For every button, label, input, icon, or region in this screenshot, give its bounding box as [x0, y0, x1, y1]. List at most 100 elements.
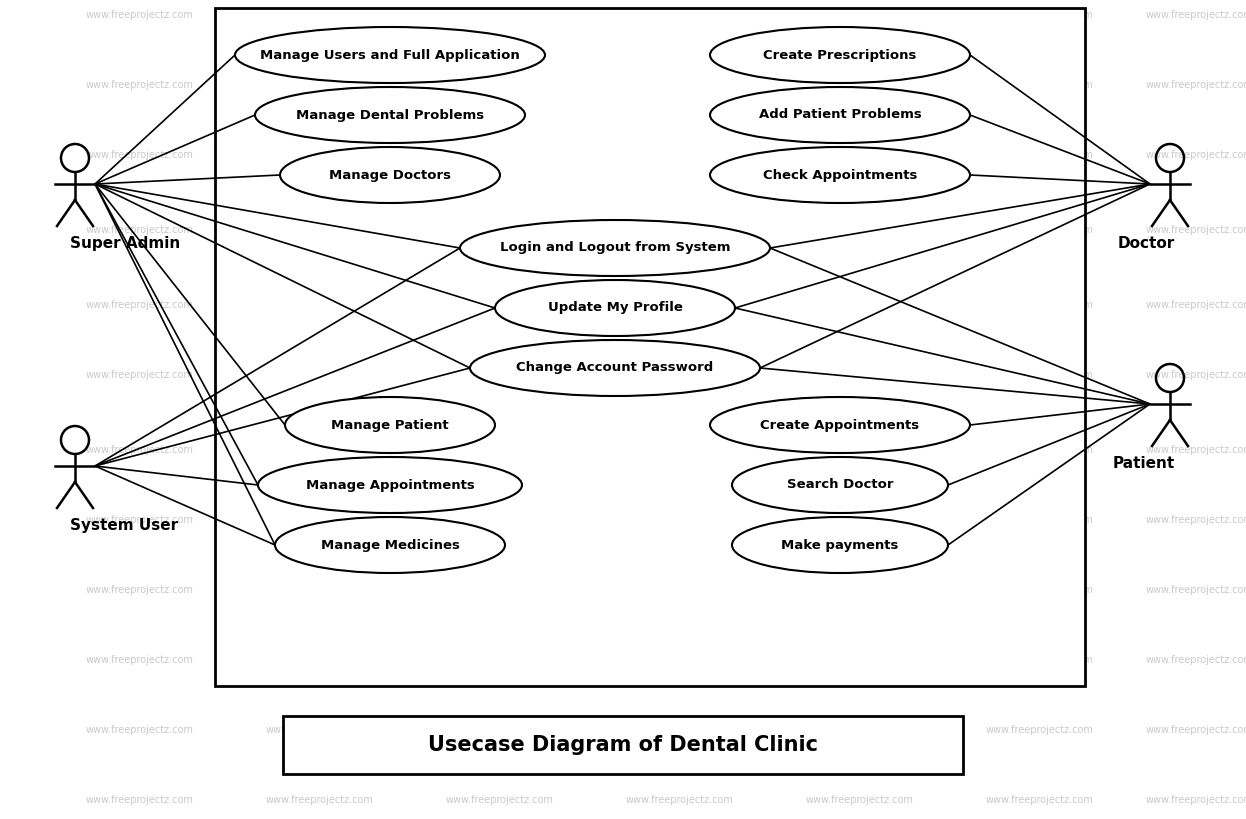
Ellipse shape — [460, 220, 770, 276]
Bar — [216, 8, 1085, 686]
Text: www.freeprojectz.com: www.freeprojectz.com — [86, 225, 194, 235]
Text: www.freeprojectz.com: www.freeprojectz.com — [1146, 725, 1246, 735]
Text: www.freeprojectz.com: www.freeprojectz.com — [86, 585, 194, 595]
Text: www.freeprojectz.com: www.freeprojectz.com — [986, 655, 1094, 665]
Text: www.freeprojectz.com: www.freeprojectz.com — [625, 445, 734, 455]
Text: www.freeprojectz.com: www.freeprojectz.com — [625, 300, 734, 310]
Text: www.freeprojectz.com: www.freeprojectz.com — [446, 795, 554, 805]
Text: www.freeprojectz.com: www.freeprojectz.com — [1146, 585, 1246, 595]
Text: www.freeprojectz.com: www.freeprojectz.com — [446, 585, 554, 595]
Text: Manage Doctors: Manage Doctors — [329, 169, 451, 182]
Text: www.freeprojectz.com: www.freeprojectz.com — [446, 300, 554, 310]
Text: www.freeprojectz.com: www.freeprojectz.com — [86, 10, 194, 20]
Text: www.freeprojectz.com: www.freeprojectz.com — [986, 795, 1094, 805]
Ellipse shape — [255, 87, 525, 143]
Text: www.freeprojectz.com: www.freeprojectz.com — [267, 655, 374, 665]
Text: Manage Medicines: Manage Medicines — [320, 539, 460, 551]
Text: Login and Logout from System: Login and Logout from System — [500, 242, 730, 255]
Text: www.freeprojectz.com: www.freeprojectz.com — [986, 445, 1094, 455]
Text: www.freeprojectz.com: www.freeprojectz.com — [806, 10, 913, 20]
Text: www.freeprojectz.com: www.freeprojectz.com — [806, 515, 913, 525]
Text: www.freeprojectz.com: www.freeprojectz.com — [267, 80, 374, 90]
Text: www.freeprojectz.com: www.freeprojectz.com — [267, 725, 374, 735]
Text: www.freeprojectz.com: www.freeprojectz.com — [267, 300, 374, 310]
Text: www.freeprojectz.com: www.freeprojectz.com — [267, 795, 374, 805]
Text: www.freeprojectz.com: www.freeprojectz.com — [806, 795, 913, 805]
Text: www.freeprojectz.com: www.freeprojectz.com — [446, 370, 554, 380]
Text: www.freeprojectz.com: www.freeprojectz.com — [806, 655, 913, 665]
Text: www.freeprojectz.com: www.freeprojectz.com — [806, 300, 913, 310]
Text: Update My Profile: Update My Profile — [547, 301, 683, 314]
Text: www.freeprojectz.com: www.freeprojectz.com — [1146, 10, 1246, 20]
Bar — [283, 716, 963, 774]
Text: www.freeprojectz.com: www.freeprojectz.com — [446, 225, 554, 235]
Ellipse shape — [710, 397, 969, 453]
Ellipse shape — [275, 517, 505, 573]
Ellipse shape — [258, 457, 522, 513]
Text: www.freeprojectz.com: www.freeprojectz.com — [625, 225, 734, 235]
Ellipse shape — [731, 517, 948, 573]
Text: www.freeprojectz.com: www.freeprojectz.com — [625, 725, 734, 735]
Text: www.freeprojectz.com: www.freeprojectz.com — [806, 585, 913, 595]
Text: Create Appointments: Create Appointments — [760, 419, 920, 432]
Text: Change Account Password: Change Account Password — [516, 361, 714, 374]
Text: Add Patient Problems: Add Patient Problems — [759, 108, 921, 121]
Ellipse shape — [495, 280, 735, 336]
Ellipse shape — [731, 457, 948, 513]
Text: www.freeprojectz.com: www.freeprojectz.com — [446, 515, 554, 525]
Text: www.freeprojectz.com: www.freeprojectz.com — [1146, 225, 1246, 235]
Text: www.freeprojectz.com: www.freeprojectz.com — [1146, 445, 1246, 455]
Text: www.freeprojectz.com: www.freeprojectz.com — [625, 795, 734, 805]
Text: www.freeprojectz.com: www.freeprojectz.com — [86, 725, 194, 735]
Text: www.freeprojectz.com: www.freeprojectz.com — [986, 300, 1094, 310]
Text: www.freeprojectz.com: www.freeprojectz.com — [267, 515, 374, 525]
Text: www.freeprojectz.com: www.freeprojectz.com — [86, 795, 194, 805]
Text: Create Prescriptions: Create Prescriptions — [764, 48, 917, 61]
Text: www.freeprojectz.com: www.freeprojectz.com — [267, 370, 374, 380]
Text: www.freeprojectz.com: www.freeprojectz.com — [86, 515, 194, 525]
Text: www.freeprojectz.com: www.freeprojectz.com — [986, 370, 1094, 380]
Text: Super Admin: Super Admin — [70, 236, 181, 251]
Text: www.freeprojectz.com: www.freeprojectz.com — [1146, 150, 1246, 160]
Text: www.freeprojectz.com: www.freeprojectz.com — [86, 370, 194, 380]
Text: Usecase Diagram of Dental Clinic: Usecase Diagram of Dental Clinic — [427, 735, 819, 755]
Text: www.freeprojectz.com: www.freeprojectz.com — [625, 150, 734, 160]
Text: www.freeprojectz.com: www.freeprojectz.com — [806, 80, 913, 90]
Text: www.freeprojectz.com: www.freeprojectz.com — [446, 655, 554, 665]
Text: www.freeprojectz.com: www.freeprojectz.com — [86, 300, 194, 310]
Text: Check Appointments: Check Appointments — [763, 169, 917, 182]
Ellipse shape — [710, 147, 969, 203]
Ellipse shape — [280, 147, 500, 203]
Text: www.freeprojectz.com: www.freeprojectz.com — [806, 370, 913, 380]
Text: www.freeprojectz.com: www.freeprojectz.com — [1146, 300, 1246, 310]
Text: www.freeprojectz.com: www.freeprojectz.com — [267, 10, 374, 20]
Text: Manage Appointments: Manage Appointments — [305, 478, 475, 491]
Text: System User: System User — [70, 518, 178, 533]
Text: www.freeprojectz.com: www.freeprojectz.com — [446, 150, 554, 160]
Text: www.freeprojectz.com: www.freeprojectz.com — [446, 725, 554, 735]
Ellipse shape — [470, 340, 760, 396]
Ellipse shape — [285, 397, 495, 453]
Text: www.freeprojectz.com: www.freeprojectz.com — [86, 150, 194, 160]
Text: www.freeprojectz.com: www.freeprojectz.com — [267, 585, 374, 595]
Text: www.freeprojectz.com: www.freeprojectz.com — [1146, 80, 1246, 90]
Text: www.freeprojectz.com: www.freeprojectz.com — [1146, 795, 1246, 805]
Text: www.freeprojectz.com: www.freeprojectz.com — [1146, 370, 1246, 380]
Text: Manage Patient: Manage Patient — [331, 419, 449, 432]
Text: www.freeprojectz.com: www.freeprojectz.com — [267, 150, 374, 160]
Text: www.freeprojectz.com: www.freeprojectz.com — [806, 445, 913, 455]
Ellipse shape — [710, 87, 969, 143]
Text: www.freeprojectz.com: www.freeprojectz.com — [625, 370, 734, 380]
Text: www.freeprojectz.com: www.freeprojectz.com — [625, 515, 734, 525]
Text: www.freeprojectz.com: www.freeprojectz.com — [1146, 515, 1246, 525]
Text: www.freeprojectz.com: www.freeprojectz.com — [625, 655, 734, 665]
Ellipse shape — [235, 27, 545, 83]
Text: www.freeprojectz.com: www.freeprojectz.com — [986, 80, 1094, 90]
Text: Search Doctor: Search Doctor — [786, 478, 893, 491]
Text: www.freeprojectz.com: www.freeprojectz.com — [86, 80, 194, 90]
Text: Manage Users and Full Application: Manage Users and Full Application — [260, 48, 520, 61]
Text: www.freeprojectz.com: www.freeprojectz.com — [86, 655, 194, 665]
Text: www.freeprojectz.com: www.freeprojectz.com — [446, 80, 554, 90]
Text: www.freeprojectz.com: www.freeprojectz.com — [986, 225, 1094, 235]
Ellipse shape — [710, 27, 969, 83]
